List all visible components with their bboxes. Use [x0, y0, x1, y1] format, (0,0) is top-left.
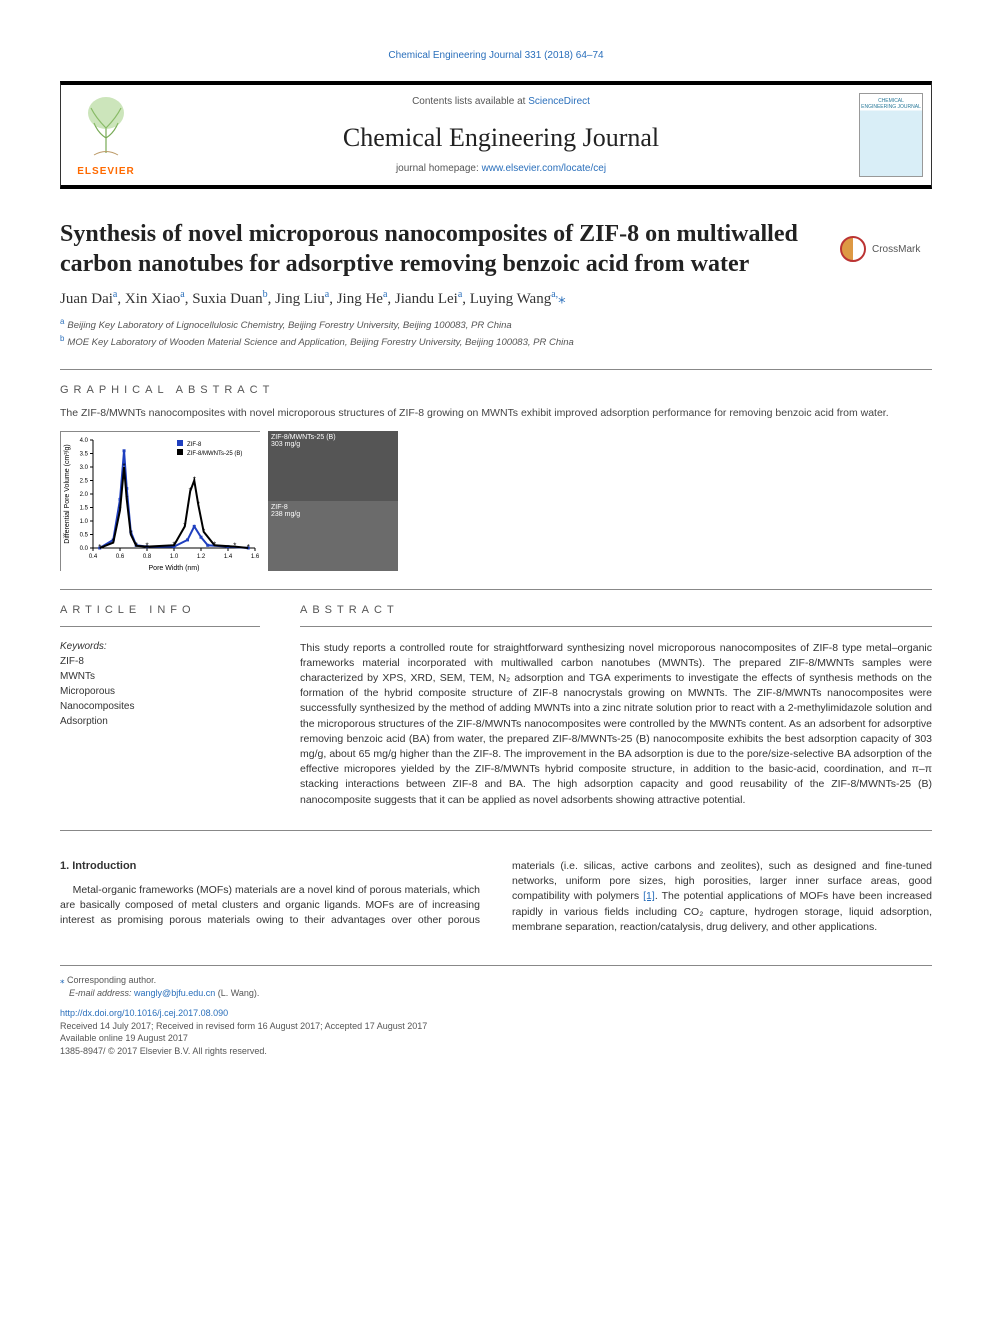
sem-image-top: ZIF-8/MWNTs-25 (B) 303 mg/g [268, 431, 398, 501]
svg-text:2.5: 2.5 [80, 478, 89, 484]
pore-distribution-chart: 0.0 0.5 1.0 1.5 2.0 2.5 3.0 3.5 4.0 0.4 0.6 0.8 1.0 1… [60, 431, 260, 571]
keywords-label: Keywords: [60, 641, 260, 652]
svg-text:Pore Width (nm): Pore Width (nm) [149, 565, 200, 572]
svg-text:*: * [193, 475, 196, 484]
svg-text:1.5: 1.5 [80, 505, 89, 511]
divider [300, 626, 932, 627]
svg-text:*: * [202, 526, 205, 535]
svg-text:2.0: 2.0 [80, 492, 89, 498]
corresponding-star-icon: ⁎ [60, 975, 65, 985]
journal-cover-thumbnail: CHEMICAL ENGINEERING JOURNAL [851, 85, 931, 185]
email-author-name: (L. Wang). [218, 988, 260, 998]
svg-text:*: * [233, 541, 236, 550]
corresponding-author-note: Corresponding author. [67, 975, 156, 985]
svg-text:0.6: 0.6 [116, 554, 125, 560]
keyword-item: MWNTs [60, 669, 260, 684]
journal-homepage-line: journal homepage: www.elsevier.com/locat… [159, 163, 843, 174]
crossmark-badge[interactable]: CrossMark [840, 219, 932, 279]
keywords-list: ZIF-8MWNTsMicroporousNanocompositesAdsor… [60, 654, 260, 729]
svg-text:*: * [172, 540, 175, 549]
body-columns: 1. Introduction Metal-organic frameworks… [60, 859, 932, 935]
svg-text:*: * [183, 521, 186, 530]
journal-name: Chemical Engineering Journal [159, 123, 843, 153]
article-title: Synthesis of novel microporous nanocompo… [60, 219, 822, 279]
divider [60, 830, 932, 831]
svg-text:0.5: 0.5 [80, 532, 89, 538]
svg-text:ZIF-8/MWNTs-25 (B): ZIF-8/MWNTs-25 (B) [187, 451, 242, 457]
affiliations: aBeijing Key Laboratory of Lignocellulos… [60, 316, 932, 351]
sem-image-bottom: ZIF-8 238 mg/g [268, 501, 398, 571]
svg-text:1.2: 1.2 [197, 554, 206, 560]
svg-text:*: * [129, 529, 132, 538]
svg-text:*: * [112, 537, 115, 546]
keyword-item: Microporous [60, 684, 260, 699]
keyword-item: Adsorption [60, 714, 260, 729]
sem-top-label: ZIF-8/MWNTs-25 (B) [271, 434, 336, 441]
doi-link[interactable]: http://dx.doi.org/10.1016/j.cej.2017.08.… [60, 1007, 932, 1020]
citation-link-1[interactable]: [1] [643, 890, 655, 902]
graphical-abstract-label: GRAPHICAL ABSTRACT [60, 384, 932, 396]
svg-text:ZIF-8: ZIF-8 [187, 442, 202, 448]
author-list: Juan Daia, Xin Xiaoa, Suxia Duanb, Jing … [60, 289, 932, 308]
divider [60, 589, 932, 590]
svg-text:1.4: 1.4 [224, 554, 233, 560]
svg-text:0.0: 0.0 [80, 546, 89, 552]
section-heading: 1. Introduction [60, 859, 480, 875]
journal-header: ELSEVIER Contents lists available at Sci… [60, 81, 932, 189]
contents-prefix: Contents lists available at [412, 96, 528, 107]
cover-box: CHEMICAL ENGINEERING JOURNAL [859, 93, 923, 177]
svg-text:*: * [122, 462, 125, 471]
svg-text:*: * [189, 486, 192, 495]
corresponding-email-link[interactable]: wangly@bjfu.edu.cn [134, 988, 215, 998]
keyword-item: ZIF-8 [60, 654, 260, 669]
svg-text:*: * [145, 541, 148, 550]
svg-text:*: * [197, 499, 200, 508]
contents-available-line: Contents lists available at ScienceDirec… [159, 96, 843, 107]
footnotes: ⁎ Corresponding author. E-mail address: … [60, 965, 932, 1058]
sem-bottom-annotation: 238 mg/g [271, 511, 300, 518]
svg-text:*: * [213, 540, 216, 549]
svg-text:Differential Pore Volume (cm³/: Differential Pore Volume (cm³/g) [64, 444, 71, 543]
crossmark-icon [840, 236, 866, 262]
copyright-line: 1385-8947/ © 2017 Elsevier B.V. All righ… [60, 1045, 932, 1058]
svg-text:3.0: 3.0 [80, 465, 89, 471]
section-title: Introduction [72, 860, 136, 872]
svg-text:1.0: 1.0 [170, 554, 179, 560]
svg-text:*: * [125, 494, 128, 503]
svg-text:1.6: 1.6 [251, 554, 260, 560]
svg-text:0.4: 0.4 [89, 554, 98, 560]
keyword-item: Nanocomposites [60, 699, 260, 714]
svg-text:1.0: 1.0 [80, 519, 89, 525]
svg-text:*: * [118, 505, 121, 514]
svg-text:0.8: 0.8 [143, 554, 152, 560]
svg-text:3.5: 3.5 [80, 451, 89, 457]
section-number: 1. [60, 860, 69, 872]
divider [60, 369, 932, 370]
svg-text:*: * [247, 543, 250, 552]
abstract-label: ABSTRACT [300, 604, 932, 616]
elsevier-tree-icon [76, 93, 136, 163]
graphical-abstract-caption: The ZIF-8/MWNTs nanocomposites with nove… [60, 406, 932, 421]
sem-bottom-label: ZIF-8 [271, 504, 288, 511]
publisher-logo: ELSEVIER [61, 85, 151, 185]
svg-text:*: * [98, 543, 101, 552]
abstract-text: This study reports a controlled route fo… [300, 641, 932, 808]
sem-top-annotation: 303 mg/g [271, 441, 300, 448]
journal-homepage-link[interactable]: www.elsevier.com/locate/cej [482, 163, 607, 174]
svg-text:*: * [135, 540, 138, 549]
article-info-label: ARTICLE INFO [60, 604, 260, 616]
running-head: Chemical Engineering Journal 331 (2018) … [60, 50, 932, 61]
graphical-abstract-figure: 0.0 0.5 1.0 1.5 2.0 2.5 3.0 3.5 4.0 0.4 0.6 0.8 1.0 1… [60, 431, 932, 571]
svg-text:4.0: 4.0 [80, 438, 89, 444]
available-online: Available online 19 August 2017 [60, 1032, 932, 1045]
sciencedirect-link[interactable]: ScienceDirect [528, 96, 590, 107]
email-label: E-mail address: [69, 988, 132, 998]
divider [60, 626, 260, 627]
article-history: Received 14 July 2017; Received in revis… [60, 1020, 932, 1033]
publisher-name: ELSEVIER [77, 166, 134, 177]
crossmark-label: CrossMark [872, 244, 920, 255]
homepage-prefix: journal homepage: [396, 163, 482, 174]
